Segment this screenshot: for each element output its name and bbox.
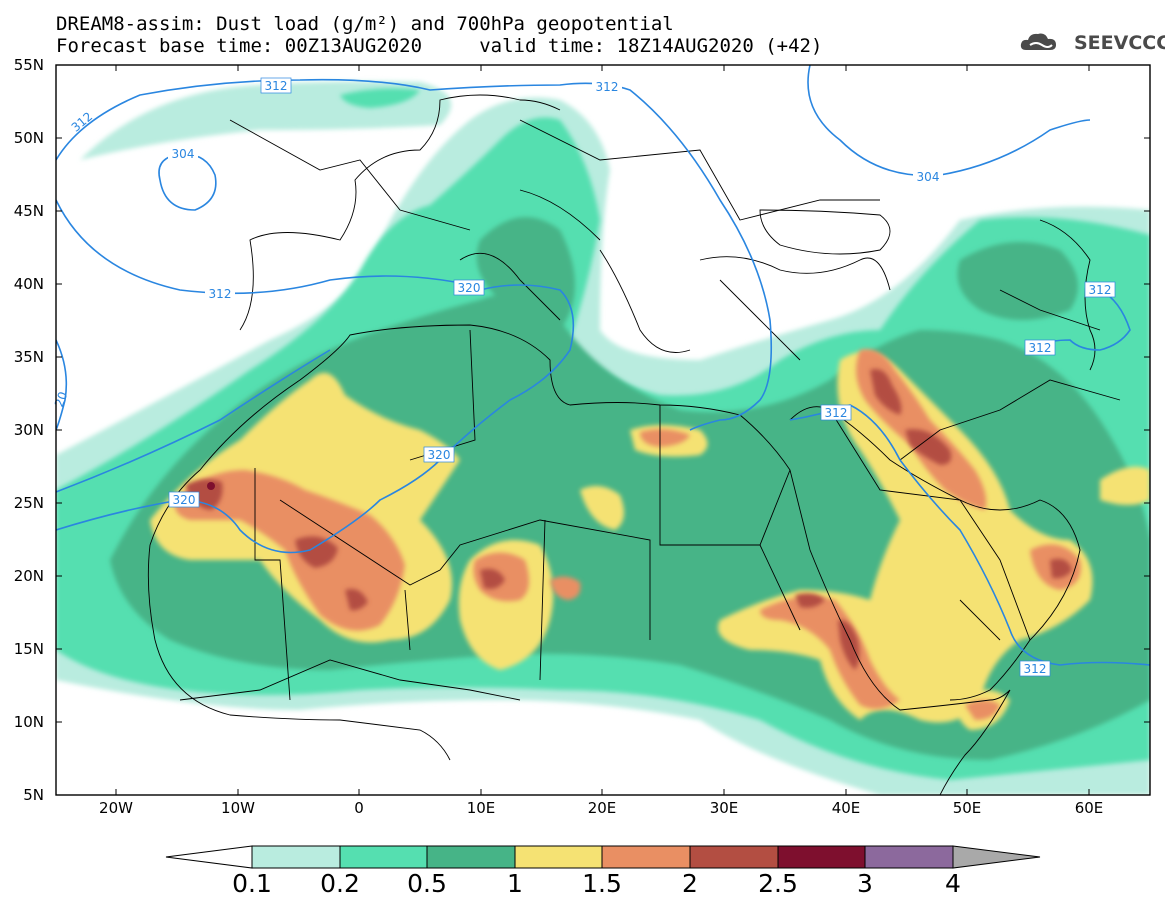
colorbar-label: 2 bbox=[682, 869, 698, 898]
colorbar-label: 0.1 bbox=[232, 869, 272, 898]
country-borders bbox=[179, 119, 1121, 701]
lon-label: 10E bbox=[466, 799, 496, 817]
lat-label: 5N bbox=[23, 786, 44, 804]
colorbar-bin bbox=[339, 845, 428, 869]
colorbar-bin bbox=[426, 845, 516, 869]
arabia-coast bbox=[789, 406, 1081, 701]
dust-fields bbox=[56, 65, 1150, 795]
colorbar-over-arrow bbox=[952, 845, 1041, 869]
dust-level-2-5 bbox=[207, 482, 215, 490]
lon-label: 0 bbox=[354, 799, 364, 817]
colorbar-label: 0.2 bbox=[320, 869, 360, 898]
lon-label: 10W bbox=[221, 799, 255, 817]
colorbar-bin bbox=[251, 845, 341, 869]
africa-coast bbox=[147, 324, 1011, 795]
lon-label: 20W bbox=[99, 799, 133, 817]
colorbar-bin bbox=[689, 845, 779, 869]
contour-label: 312 bbox=[1089, 283, 1112, 297]
contour-label: 312 bbox=[1024, 662, 1047, 676]
lat-label: 45N bbox=[13, 202, 44, 220]
colorbar-label: 0.5 bbox=[407, 869, 447, 898]
colorbar-label: 1.5 bbox=[582, 869, 622, 898]
colorbar-label: 1 bbox=[507, 869, 523, 898]
axis-ticks bbox=[56, 64, 1150, 796]
contour-label: 320 bbox=[173, 493, 196, 507]
cloud-logo-icon bbox=[1020, 33, 1056, 50]
colorbar-bin bbox=[864, 845, 954, 869]
contour-label: 312 bbox=[1029, 341, 1052, 355]
lon-label: 50E bbox=[952, 799, 982, 817]
colorbar bbox=[165, 845, 1041, 869]
lat-label: 35N bbox=[13, 348, 44, 366]
lat-label: 25N bbox=[13, 494, 44, 512]
lat-label: 20N bbox=[13, 567, 44, 585]
lat-label: 15N bbox=[13, 640, 44, 658]
lat-label: 10N bbox=[13, 713, 44, 731]
colorbar-label: 3 bbox=[857, 869, 873, 898]
lon-label: 30E bbox=[709, 799, 739, 817]
map-title: DREAM8-assim: Dust load (g/m²) and 700hP… bbox=[56, 13, 674, 35]
lon-label: 60E bbox=[1074, 799, 1104, 817]
contour-label: 312 bbox=[265, 79, 288, 93]
europe-coast bbox=[239, 94, 891, 353]
colorbar-under-arrow bbox=[165, 845, 253, 869]
contour-label: 312 bbox=[596, 80, 619, 94]
logo-text: SEEVCCC bbox=[1074, 32, 1165, 54]
contour-label: 320 bbox=[428, 448, 451, 462]
lon-label: 20E bbox=[587, 799, 617, 817]
colorbar-bin bbox=[777, 845, 866, 869]
colorbar-bin bbox=[601, 845, 691, 869]
contour-label: 304 bbox=[917, 170, 940, 184]
lat-label: 30N bbox=[13, 421, 44, 439]
lon-label: 40E bbox=[831, 799, 861, 817]
lat-label: 40N bbox=[13, 275, 44, 293]
black-sea-coast bbox=[759, 209, 891, 255]
contour-label: 312 bbox=[209, 287, 232, 301]
contour-label: 312 bbox=[825, 406, 848, 420]
contour-label: 320 bbox=[458, 281, 481, 295]
colorbar-label: 4 bbox=[945, 869, 961, 898]
contour-labels: 312 312 304 312 312 304 312 312 320 320 … bbox=[52, 77, 1116, 677]
contour-label: 304 bbox=[172, 147, 195, 161]
colorbar-label: 2.5 bbox=[758, 869, 798, 898]
lat-label: 55N bbox=[13, 56, 44, 74]
boundaries bbox=[147, 94, 1121, 795]
forecast-time-line: Forecast base time: 00Z13AUG2020 valid t… bbox=[56, 35, 823, 57]
colorbar-bin bbox=[514, 845, 603, 869]
lat-label: 50N bbox=[13, 129, 44, 147]
